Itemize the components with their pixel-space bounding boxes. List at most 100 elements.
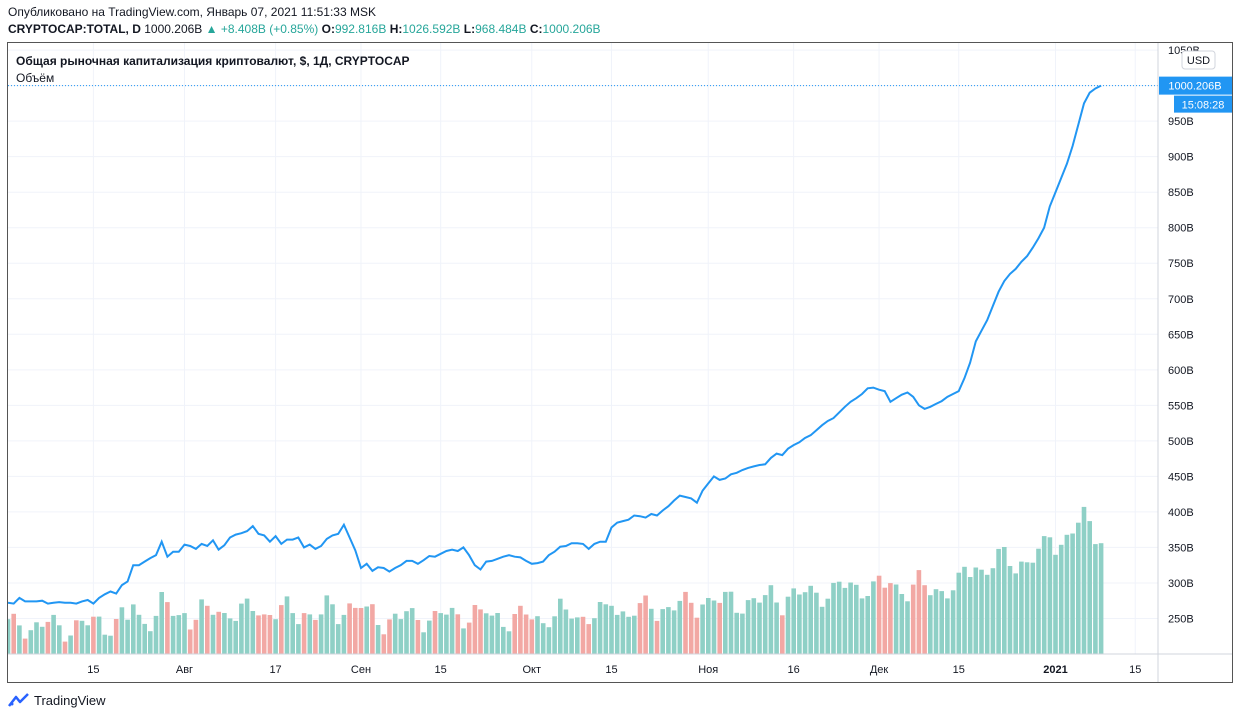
volume-bar [893, 584, 899, 654]
countdown-tag: 15:08:28 [1174, 95, 1232, 113]
volume-bar [984, 574, 990, 654]
volume-bar [939, 591, 944, 654]
volume-bar [318, 614, 324, 654]
volume-bar [307, 614, 313, 654]
countdown-label: 15:08:28 [1182, 100, 1225, 112]
volume-bar [563, 609, 569, 654]
volume-bar [597, 602, 603, 654]
volume-bar [905, 601, 910, 654]
last-price-tag-label: 1000.206B [1168, 81, 1221, 93]
volume-bar [182, 613, 187, 654]
low-label: L: [463, 22, 476, 36]
volume-bar [780, 615, 785, 654]
volume-bar [535, 616, 540, 654]
volume-bar [1053, 554, 1058, 654]
x-tick-label: 15 [1129, 664, 1141, 676]
volume-bar [432, 611, 438, 654]
volume-bar [910, 584, 916, 654]
volume-bar [8, 619, 11, 654]
y-tick-label: 850B [1168, 187, 1194, 199]
x-tick-label: 15 [435, 664, 447, 676]
volume-bar [899, 594, 905, 654]
volume-bar [876, 575, 882, 654]
volume-bar [39, 626, 45, 654]
volume-bar [552, 616, 557, 654]
volume-bar [723, 591, 728, 654]
volume-bar [1081, 506, 1087, 654]
volume-bar [836, 581, 842, 654]
volume-bar [358, 608, 364, 654]
volume-bar [227, 618, 233, 654]
volume-bar [825, 598, 831, 654]
x-tick-label: Дек [870, 664, 889, 676]
volume-bar [603, 604, 609, 654]
high-value: 1026.592B [402, 22, 461, 36]
volume-bar [677, 600, 683, 654]
volume-bar [1030, 562, 1036, 654]
volume-bar [1070, 533, 1075, 654]
volume-bar [802, 592, 808, 654]
volume-bar [250, 611, 256, 654]
volume-bar [888, 583, 893, 654]
currency-button[interactable]: USD [1181, 50, 1216, 70]
price-change: ▲ +8.408B (+0.85%) [205, 22, 319, 36]
volume-bar [96, 616, 102, 654]
volume-bar [364, 606, 369, 654]
volume-bar [91, 616, 96, 654]
open-value: 992.816B [334, 22, 387, 36]
volume-bar [546, 627, 552, 654]
volume-bar [125, 619, 130, 654]
footer-brand[interactable]: TradingView [8, 692, 106, 708]
y-tick-label: 500B [1168, 436, 1194, 448]
volume-bar [671, 610, 677, 654]
brand-name: TradingView [34, 692, 106, 708]
close-label: C: [529, 22, 543, 36]
volume-bar [370, 604, 375, 654]
published-info: Опубликовано на TradingView.com, Январь … [8, 5, 376, 19]
volume-bar [438, 613, 443, 654]
volume-bar [979, 569, 984, 654]
volume-bar [301, 613, 307, 654]
volume-bar [922, 585, 927, 654]
y-tick-label: 450B [1168, 471, 1194, 483]
volume-bar [694, 617, 700, 654]
y-tick-label: 950B [1168, 116, 1194, 128]
y-tick-label: 750B [1168, 258, 1194, 270]
volume-bar [256, 615, 261, 654]
currency-label: USD [1187, 55, 1210, 67]
volume-bar [205, 605, 210, 654]
volume-bar [1013, 573, 1018, 654]
volume-bar [717, 602, 722, 654]
open-label: O: [321, 22, 335, 36]
volume-bar [791, 588, 796, 654]
volume-bar [575, 617, 580, 654]
volume-bar [159, 592, 164, 654]
volume-bar [785, 596, 791, 654]
price-chart[interactable]: 250B 300B 350B 400B 450B 500B 550B 600B 650B 700B… [8, 43, 1232, 682]
volume-bar [233, 620, 238, 654]
volume-bar [740, 613, 745, 654]
y-tick-label: 650B [1168, 329, 1194, 341]
volume-bar [626, 616, 631, 654]
tradingview-logo-icon [8, 693, 29, 707]
volume-bar [210, 614, 216, 654]
volume-legend: Объём [16, 71, 54, 85]
volume-bar [945, 598, 950, 654]
volume-bar [17, 625, 22, 654]
volume-bar [79, 620, 85, 654]
volume-bar [950, 590, 956, 654]
volume-bar [768, 585, 774, 654]
volume-bar [483, 613, 489, 654]
volume-bar [324, 595, 330, 654]
volume-bar [68, 635, 73, 654]
chart-frame[interactable]: 250B 300B 350B 400B 450B 500B 550B 600B 650B 700B… [7, 42, 1233, 683]
volume-bar [489, 615, 495, 654]
volume-bar [848, 582, 853, 654]
x-tick-label: 15 [87, 664, 99, 676]
volume-bar [797, 594, 802, 654]
volume-bar [808, 585, 813, 654]
volume-bar [279, 605, 284, 654]
price-line-series [8, 84, 1102, 605]
x-tick-label: 2021 [1043, 664, 1067, 676]
x-tick-label: 16 [788, 664, 800, 676]
